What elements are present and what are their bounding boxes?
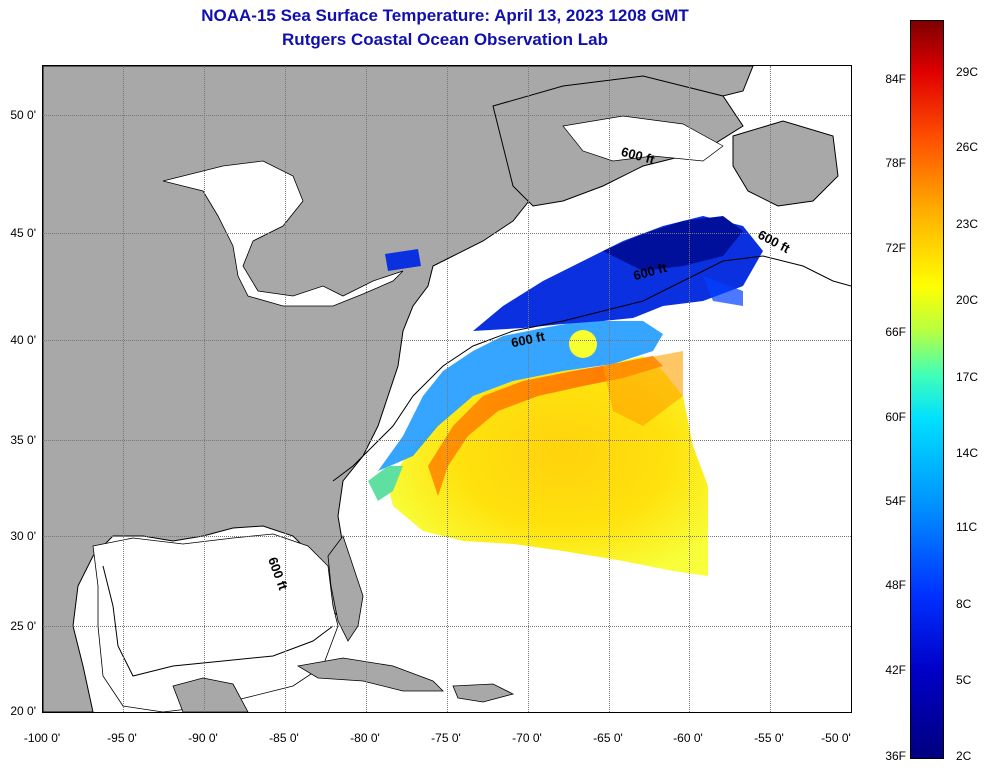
grid-line [43, 340, 851, 341]
grid-line [285, 66, 286, 712]
colorbar-celsius-label: 14C [956, 446, 979, 460]
sst-map: 600 ft 600 ft 600 ft 600 ft 600 ft [42, 65, 852, 713]
colorbar-celsius-label: 2C [956, 749, 972, 763]
lon-label: -55 0' [754, 731, 784, 745]
nova-scotia-shelf-cold [603, 216, 743, 271]
lon-label: -50 0' [821, 731, 851, 745]
lat-label: 45 0' [10, 226, 36, 240]
colorbar-celsius-label: 20C [956, 293, 979, 307]
florida-peninsula [327, 535, 364, 642]
colorbar-fahrenheit-label: 72F [885, 241, 906, 255]
lat-label: 30 0' [10, 529, 36, 543]
grid-line [43, 536, 851, 537]
gulf-st-lawrence-water [562, 115, 724, 162]
grid-line [447, 66, 448, 712]
lat-label: 40 0' [10, 333, 36, 347]
colorbar-celsius-label: 11C [956, 520, 978, 534]
shelf-water-cool [378, 321, 663, 471]
lon-label: -65 0' [593, 731, 623, 745]
great-lakes [162, 160, 404, 307]
temperature-colorbar [910, 20, 944, 759]
grid-line [43, 115, 851, 116]
hispaniola-land [452, 683, 515, 703]
colorbar-celsius-label: 17C [956, 370, 979, 384]
gulf-contour [102, 565, 334, 677]
lon-label: -85 0' [269, 731, 299, 745]
grid-line [43, 626, 851, 627]
lat-label: 35 0' [10, 433, 36, 447]
lon-label: -70 0' [512, 731, 542, 745]
grid-line [366, 66, 367, 712]
scattered-warm-patches [603, 351, 683, 426]
colorbar-fahrenheit-label: 48F [885, 578, 906, 592]
newfoundland-land [732, 120, 839, 207]
colorbar-fahrenheit-label: 54F [885, 494, 906, 508]
coastal-transition [368, 466, 403, 501]
grid-line [204, 66, 205, 712]
map-title: NOAA-15 Sea Surface Temperature: April 1… [201, 6, 689, 25]
eddy [569, 330, 597, 358]
lon-label: -75 0' [431, 731, 461, 745]
map-drawing [43, 66, 851, 712]
colorbar-celsius-label: 26C [956, 140, 979, 154]
grid-line [43, 233, 851, 234]
grid-line [43, 440, 851, 441]
colorbar-fahrenheit-label: 36F [885, 749, 906, 763]
grid-line [528, 66, 529, 712]
lat-label: 50 0' [10, 108, 36, 122]
lon-label: -100 0' [23, 731, 61, 745]
colorbar-fahrenheit-label: 66F [885, 325, 906, 339]
colorbar-fahrenheit-label: 78F [885, 156, 906, 170]
eastern-scattered-cold [703, 276, 743, 306]
colorbar-celsius-label: 5C [956, 673, 972, 687]
lon-label: -90 0' [188, 731, 218, 745]
grid-line [609, 66, 610, 712]
lon-label: -60 0' [673, 731, 703, 745]
map-subtitle: Rutgers Coastal Ocean Observation Lab [282, 30, 608, 49]
continental-shelf-contour [332, 255, 851, 482]
lon-label: -95 0' [107, 731, 137, 745]
lon-label: -80 0' [350, 731, 380, 745]
cuba-land [296, 657, 444, 692]
colorbar-fahrenheit-label: 60F [885, 410, 906, 424]
grid-line [770, 66, 771, 712]
lat-label: 25 0' [10, 619, 36, 633]
colorbar-celsius-label: 23C [956, 217, 979, 231]
grid-line [123, 66, 124, 712]
colorbar-fahrenheit-label: 42F [885, 663, 906, 677]
colorbar-celsius-label: 29C [956, 65, 979, 79]
colorbar-fahrenheit-label: 84F [885, 72, 906, 86]
lat-label: 20 0' [10, 704, 36, 718]
colorbar-celsius-label: 8C [956, 597, 972, 611]
lake-ontario-cold [385, 249, 421, 271]
grid-line [689, 66, 690, 712]
yucatan-land [172, 677, 249, 712]
